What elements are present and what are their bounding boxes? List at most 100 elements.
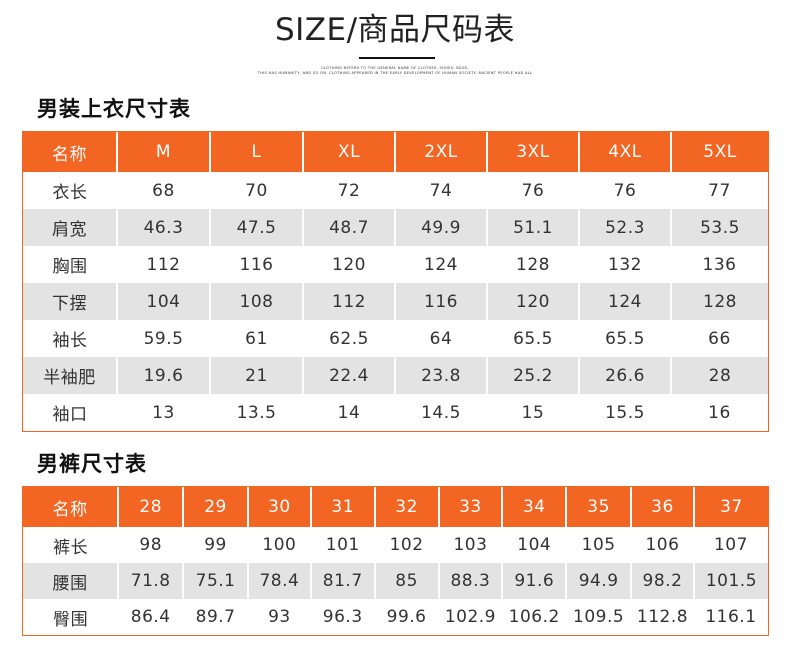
- table-cell: 116.1: [693, 599, 768, 635]
- table-cell: 53.5: [671, 209, 768, 246]
- header-cell: 30: [247, 487, 312, 527]
- table-cell: 75.1: [183, 563, 249, 599]
- table-cell: 26.6: [579, 357, 672, 394]
- table-cell: 96.3: [310, 599, 375, 635]
- table-row: 袖长 59.5 61 62.5 64 65.5 65.5 66: [23, 320, 768, 357]
- row-label: 袖口: [23, 394, 117, 431]
- table-cell: 128: [671, 283, 768, 320]
- table-cell: 85: [374, 563, 440, 599]
- table-cell: 89.7: [183, 599, 248, 635]
- header-cell: 32: [374, 487, 440, 527]
- table-cell: 47.5: [210, 209, 304, 246]
- table-cell: 112: [117, 246, 210, 283]
- title-underline: [359, 57, 435, 59]
- header-cell: 28: [118, 487, 185, 527]
- header-cell: 35: [566, 487, 633, 527]
- table-cell: 98: [118, 527, 184, 563]
- table-cell: 76: [579, 172, 671, 209]
- table-cell: 25.2: [487, 357, 580, 394]
- table-cell: 13.5: [210, 394, 303, 431]
- table-cell: 77: [671, 172, 768, 209]
- table-cell: 102.9: [438, 599, 503, 635]
- table-cell: 49.9: [395, 209, 488, 246]
- tops-header-row: 名称 M L XL 2XL 3XL 4XL 5XL: [23, 132, 768, 172]
- row-label: 半袖肥: [23, 357, 118, 394]
- header-cell: L: [210, 132, 304, 172]
- table-cell: 107: [693, 527, 768, 563]
- table-cell: 100: [247, 527, 311, 563]
- table-cell: 99.6: [374, 599, 439, 635]
- table-cell: 22.4: [303, 357, 396, 394]
- header-cell: 3XL: [487, 132, 580, 172]
- header-cell: 4XL: [579, 132, 672, 172]
- table-cell: 136: [671, 246, 768, 283]
- table-row: 臀围 86.4 89.7 93 96.3 99.6 102.9 106.2 10…: [23, 599, 768, 635]
- table-cell: 46.3: [117, 209, 211, 246]
- table-row: 袖口 13 13.5 14 14.5 15 15.5 16: [23, 394, 768, 431]
- table-row: 下摆 104 108 112 116 120 124 128: [23, 283, 768, 320]
- table-cell: 74: [395, 172, 487, 209]
- header-cell: 36: [631, 487, 695, 527]
- table-cell: 14: [303, 394, 395, 431]
- header-cell: 31: [310, 487, 376, 527]
- table-cell: 15.5: [579, 394, 671, 431]
- table-cell: 28: [671, 357, 768, 394]
- page-title: SIZE/商品尺码表: [274, 12, 516, 48]
- tagline-line-1: CLOTHING REFERS TO THE GENERAL NAME OF C…: [321, 66, 469, 70]
- table-cell: 52.3: [579, 209, 672, 246]
- row-label: 腰围: [23, 563, 120, 599]
- table-cell: 105: [566, 527, 632, 563]
- table-cell: 23.8: [395, 357, 488, 394]
- table-cell: 13: [117, 394, 210, 431]
- table-cell: 106: [631, 527, 694, 563]
- row-label: 袖长: [23, 320, 117, 357]
- table-cell: 94.9: [566, 563, 633, 599]
- table-cell: 66: [671, 320, 768, 357]
- table-cell: 19.6: [117, 357, 211, 394]
- header-cell: 34: [502, 487, 568, 527]
- table-cell: 102: [374, 527, 439, 563]
- table-cell: 91.6: [502, 563, 568, 599]
- pants-header-row: 名称 28 29 30 31 32 33 34 35 36 37: [23, 487, 768, 527]
- table-cell: 124: [579, 283, 672, 320]
- table-cell: 101.5: [693, 563, 768, 599]
- table-cell: 61: [210, 320, 303, 357]
- table-cell: 78.4: [247, 563, 312, 599]
- table-cell: 15: [487, 394, 579, 431]
- row-label: 裤长: [23, 527, 119, 563]
- table-row: 胸围 112 116 120 124 128 132 136: [23, 246, 768, 283]
- table-cell: 108: [210, 283, 304, 320]
- row-label: 下摆: [23, 283, 118, 320]
- header-cell: 名称: [23, 487, 120, 527]
- table-cell: 104: [502, 527, 567, 563]
- header-cell: 2XL: [395, 132, 488, 172]
- table-cell: 104: [117, 283, 211, 320]
- table-row: 半袖肥 19.6 21 22.4 23.8 25.2 26.6 28: [23, 357, 768, 394]
- table-cell: 72: [303, 172, 395, 209]
- tops-size-heading: 男装上衣尺寸表: [37, 97, 191, 121]
- table-cell: 14.5: [395, 394, 487, 431]
- header-cell: M: [117, 132, 211, 172]
- header-cell: XL: [303, 132, 396, 172]
- pants-size-heading: 男裤尺寸表: [37, 452, 147, 476]
- table-cell: 98.2: [631, 563, 695, 599]
- table-cell: 101: [310, 527, 375, 563]
- header-cell: 33: [438, 487, 504, 527]
- tops-size-table: 名称 M L XL 2XL 3XL 4XL 5XL 衣长 68 70 72 74…: [22, 131, 769, 432]
- header-cell: 名称: [23, 132, 118, 172]
- table-cell: 86.4: [118, 599, 184, 635]
- table-cell: 48.7: [303, 209, 396, 246]
- row-label: 肩宽: [23, 209, 118, 246]
- table-cell: 64: [395, 320, 487, 357]
- tagline-line-2: THIS HAS HUMANITY, AND SO ON. CLOTHING A…: [257, 71, 533, 75]
- table-cell: 112: [303, 283, 396, 320]
- table-cell: 116: [210, 246, 303, 283]
- table-cell: 93: [247, 599, 311, 635]
- header-cell: 29: [183, 487, 249, 527]
- table-cell: 120: [487, 283, 580, 320]
- table-cell: 62.5: [303, 320, 395, 357]
- table-cell: 81.7: [310, 563, 376, 599]
- table-cell: 132: [579, 246, 671, 283]
- table-row: 衣长 68 70 72 74 76 76 77: [23, 172, 768, 209]
- row-label: 臀围: [23, 599, 119, 635]
